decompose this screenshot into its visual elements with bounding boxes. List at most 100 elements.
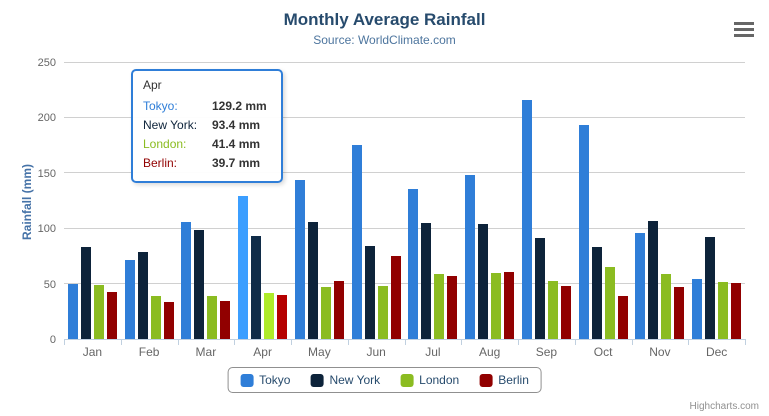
- tooltip-series-label: New York:: [143, 118, 198, 132]
- bar-berlin-mar[interactable]: [220, 300, 231, 339]
- bar-london-oct[interactable]: [604, 267, 615, 339]
- bar-london-jul[interactable]: [434, 273, 445, 339]
- bar-new-york-aug[interactable]: [478, 223, 489, 339]
- bar-new-york-dec[interactable]: [705, 237, 716, 339]
- bar-group-apr: [234, 63, 291, 339]
- legend: Tokyo New York London Berlin: [227, 367, 542, 393]
- bar-group-dec: [688, 63, 745, 339]
- x-axis-label: Sep: [535, 345, 558, 359]
- legend-item-new-york[interactable]: New York: [310, 373, 380, 387]
- x-axis-tick: [347, 339, 349, 345]
- bar-berlin-jun[interactable]: [390, 255, 401, 339]
- bar-berlin-aug[interactable]: [504, 272, 515, 339]
- x-axis-label: Feb: [138, 345, 160, 359]
- tooltip-series-value: 39.7 mm: [212, 156, 261, 170]
- bar-berlin-oct[interactable]: [617, 295, 628, 339]
- x-axis-tick: [574, 339, 576, 345]
- bar-tokyo-oct[interactable]: [578, 124, 589, 339]
- bar-new-york-jan[interactable]: [80, 246, 91, 339]
- chart-subtitle: Source: WorldClimate.com: [313, 33, 456, 47]
- bar-london-mar[interactable]: [207, 295, 218, 339]
- highcharts-credits-link[interactable]: Highcharts.com: [689, 401, 759, 412]
- bar-new-york-jun[interactable]: [364, 245, 375, 339]
- y-axis-label: 50: [43, 278, 56, 291]
- bar-tokyo-mar[interactable]: [181, 221, 192, 339]
- y-axis-label: 200: [37, 112, 56, 125]
- tooltip-row: London: 41.4 mm: [143, 135, 271, 154]
- x-axis-tick: [404, 339, 406, 345]
- bar-berlin-jul[interactable]: [447, 275, 458, 339]
- bar-berlin-may[interactable]: [333, 280, 344, 339]
- x-axis-tick: [631, 339, 633, 345]
- bar-berlin-dec[interactable]: [731, 282, 742, 339]
- x-axis-tick: [461, 339, 463, 345]
- bar-berlin-jan[interactable]: [106, 292, 117, 339]
- legend-label: Berlin: [498, 373, 529, 387]
- chart-title: Monthly Average Rainfall: [283, 10, 486, 29]
- tooltip-header: Apr: [143, 78, 162, 92]
- bar-group-feb: [121, 63, 178, 339]
- bar-tokyo-dec[interactable]: [692, 278, 703, 339]
- bar-london-nov[interactable]: [661, 273, 672, 339]
- bar-group-oct: [575, 63, 632, 339]
- legend-item-berlin[interactable]: Berlin: [479, 373, 529, 387]
- tooltip-series-label: London:: [143, 137, 187, 151]
- x-axis-label: Jun: [366, 345, 386, 359]
- bar-group-may: [291, 63, 348, 339]
- bar-group-jun: [348, 63, 405, 339]
- bar-london-jan[interactable]: [93, 285, 104, 339]
- legend-item-london[interactable]: London: [400, 373, 459, 387]
- legend-label: London: [419, 373, 460, 387]
- bar-london-apr[interactable]: [264, 293, 275, 339]
- bar-group-nov: [632, 63, 689, 339]
- bar-new-york-mar[interactable]: [194, 230, 205, 339]
- bar-berlin-sep[interactable]: [560, 286, 571, 339]
- tooltip-row: Tokyo: 129.2 mm: [143, 97, 271, 116]
- bar-tokyo-feb[interactable]: [124, 260, 135, 339]
- bar-tokyo-jun[interactable]: [351, 144, 362, 339]
- bar-london-may[interactable]: [320, 287, 331, 339]
- bar-new-york-jul[interactable]: [421, 223, 432, 339]
- bar-new-york-oct[interactable]: [591, 246, 602, 339]
- bar-new-york-feb[interactable]: [137, 252, 148, 339]
- bar-berlin-feb[interactable]: [163, 302, 174, 339]
- y-axis-labels: 0 50 100 150 200 250: [0, 57, 56, 346]
- bar-tokyo-sep[interactable]: [521, 100, 532, 339]
- x-axis-label: Aug: [478, 345, 501, 359]
- legend-label: Tokyo: [259, 373, 291, 387]
- bar-tokyo-may[interactable]: [294, 180, 305, 339]
- export-menu-button[interactable]: [732, 19, 756, 39]
- bar-new-york-sep[interactable]: [534, 238, 545, 339]
- bar-tokyo-nov[interactable]: [635, 233, 646, 339]
- bar-new-york-nov[interactable]: [648, 221, 659, 339]
- y-axis-label: 100: [37, 223, 56, 236]
- bar-group-jan: [64, 63, 121, 339]
- y-axis-label: 0: [49, 334, 56, 346]
- bar-london-dec[interactable]: [718, 282, 729, 339]
- x-axis-label: Jul: [425, 345, 441, 359]
- bar-berlin-apr[interactable]: [277, 295, 288, 339]
- tooltip-series-value: 41.4 mm: [212, 137, 261, 151]
- bar-tokyo-aug[interactable]: [465, 175, 476, 339]
- legend-swatch: [240, 373, 254, 387]
- x-axis-tick: [120, 339, 122, 345]
- bar-london-jun[interactable]: [377, 285, 388, 339]
- bar-london-sep[interactable]: [547, 281, 558, 339]
- gridline: [64, 62, 745, 63]
- bar-group-aug: [461, 63, 518, 339]
- bar-tokyo-jul[interactable]: [408, 189, 419, 339]
- tooltip-row: Berlin: 39.7 mm: [143, 154, 271, 173]
- legend-item-tokyo[interactable]: Tokyo: [240, 373, 290, 387]
- bar-berlin-nov[interactable]: [674, 287, 685, 339]
- x-axis-tick: [745, 339, 746, 345]
- legend-label: New York: [329, 373, 381, 387]
- x-axis-tick: [234, 339, 236, 345]
- bar-london-feb[interactable]: [150, 296, 161, 339]
- bar-tokyo-apr[interactable]: [238, 196, 249, 339]
- bar-tokyo-jan[interactable]: [67, 283, 78, 339]
- bar-new-york-may[interactable]: [307, 221, 318, 339]
- bar-london-aug[interactable]: [491, 273, 502, 339]
- tooltip-series-value: 129.2 mm: [212, 99, 267, 113]
- bar-new-york-apr[interactable]: [251, 235, 262, 339]
